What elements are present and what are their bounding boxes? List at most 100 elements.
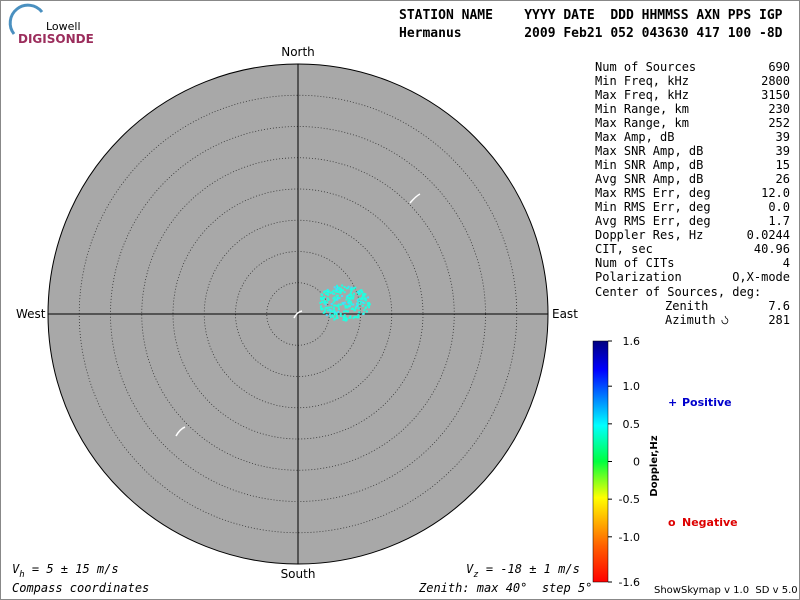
stat-value: 690: [768, 60, 790, 74]
source-dot: [338, 288, 341, 291]
stat-value: 0.0244: [747, 228, 790, 242]
source-dot: [339, 314, 342, 317]
legend-positive: Positive: [682, 396, 732, 409]
source-dot: [319, 297, 322, 300]
stat-label: Max RMS Err, deg: [595, 186, 711, 200]
source-dot: [360, 300, 363, 303]
stat-label: Min Range, km: [595, 102, 689, 116]
source-dot: [332, 301, 335, 304]
vh: Vh = 5 ± 15 m/s: [12, 562, 119, 580]
source-dot: [332, 315, 335, 318]
source-dot: [347, 310, 350, 313]
source-dot: [322, 311, 325, 314]
source-dot: [350, 286, 353, 289]
stat-label: Num of Sources: [595, 60, 696, 74]
source-dot: [334, 298, 337, 301]
source-dot: [319, 305, 322, 308]
source-dot: [333, 298, 336, 301]
center-zenith: 7.6: [768, 299, 790, 313]
source-dot: [345, 296, 348, 299]
source-dot: [353, 315, 356, 318]
source-dot: [352, 287, 355, 290]
source-dot: [342, 302, 345, 305]
source-dot: [336, 304, 339, 307]
source-dot: [334, 289, 337, 292]
source-dot: [346, 287, 349, 290]
source-dot: [359, 292, 362, 295]
source-dot: [340, 290, 343, 293]
stat-label: Max SNR Amp, dB: [595, 144, 703, 158]
source-dot: [338, 297, 341, 300]
source-dot: [330, 303, 333, 306]
center-azimuth-label: Azimuth: [665, 313, 716, 327]
source-dot: [345, 287, 348, 290]
source-dot: [350, 301, 353, 304]
source-dot: [328, 290, 331, 293]
stat-label: Avg SNR Amp, dB: [595, 172, 703, 186]
source-dot: [329, 309, 332, 312]
source-dot: [347, 296, 350, 299]
source-dot: [323, 301, 326, 304]
source-dot: [339, 287, 342, 290]
source-dot: [365, 299, 368, 302]
source-dot: [352, 292, 355, 295]
source-dot: [357, 290, 360, 293]
legend-negative-symbol: o: [668, 516, 676, 529]
source-dot: [336, 284, 339, 287]
source-dot: [363, 302, 366, 305]
source-dot: [339, 288, 342, 291]
source-dot: [332, 289, 335, 292]
source-dot: [343, 291, 346, 294]
center-title: Center of Sources, deg:: [595, 285, 761, 299]
source-dot: [326, 297, 329, 300]
stat-value: 252: [768, 116, 790, 130]
compass-east: East: [552, 307, 578, 321]
source-dot: [331, 314, 334, 317]
source-dot: [345, 298, 348, 301]
stat-label: Doppler Res, Hz: [595, 228, 703, 242]
source-dot: [348, 293, 351, 296]
source-dot: [342, 310, 345, 313]
source-dot: [357, 307, 360, 310]
source-dot: [347, 285, 350, 288]
source-dot: [321, 307, 324, 310]
source-dot: [324, 306, 327, 309]
source-dot: [368, 306, 371, 309]
source-dot: [344, 304, 347, 307]
source-dot: [349, 292, 352, 295]
source-dot: [363, 297, 366, 300]
stat-label: Num of CITs: [595, 256, 674, 270]
source-dot: [350, 294, 353, 297]
stat-label: Max Freq, kHz: [595, 88, 689, 102]
stat-value: 40.96: [754, 242, 790, 256]
source-dot: [356, 316, 359, 319]
source-dot: [346, 301, 349, 304]
source-dot: [365, 310, 368, 313]
stat-value: 15: [776, 158, 790, 172]
source-dot: [357, 293, 360, 296]
source-dot: [329, 310, 332, 313]
source-dot: [332, 297, 335, 300]
source-dot: [337, 305, 340, 308]
stats-panel: Num of Sources 690 Min Freq, kHz 2800 Max Fr…: [595, 60, 790, 284]
source-dot: [335, 311, 338, 314]
source-dot: [361, 293, 364, 296]
source-dot: [337, 303, 340, 306]
source-dot: [337, 310, 340, 313]
legend-negative: Negative: [682, 516, 738, 529]
source-dot: [332, 307, 335, 310]
source-dot: [346, 305, 349, 308]
source-dot: [325, 292, 328, 295]
stat-label: Polarization: [595, 270, 682, 284]
stat-value: O,X-mode: [732, 270, 790, 284]
source-dot: [345, 318, 348, 321]
center-azimuth: 281: [768, 313, 790, 327]
source-dot: [355, 316, 358, 319]
source-dot: [335, 294, 338, 297]
source-dot: [348, 304, 351, 307]
source-dot: [333, 309, 336, 312]
logo-bottom: DIGISONDE: [18, 32, 94, 46]
source-dot: [349, 300, 352, 303]
source-dot: [361, 296, 364, 299]
